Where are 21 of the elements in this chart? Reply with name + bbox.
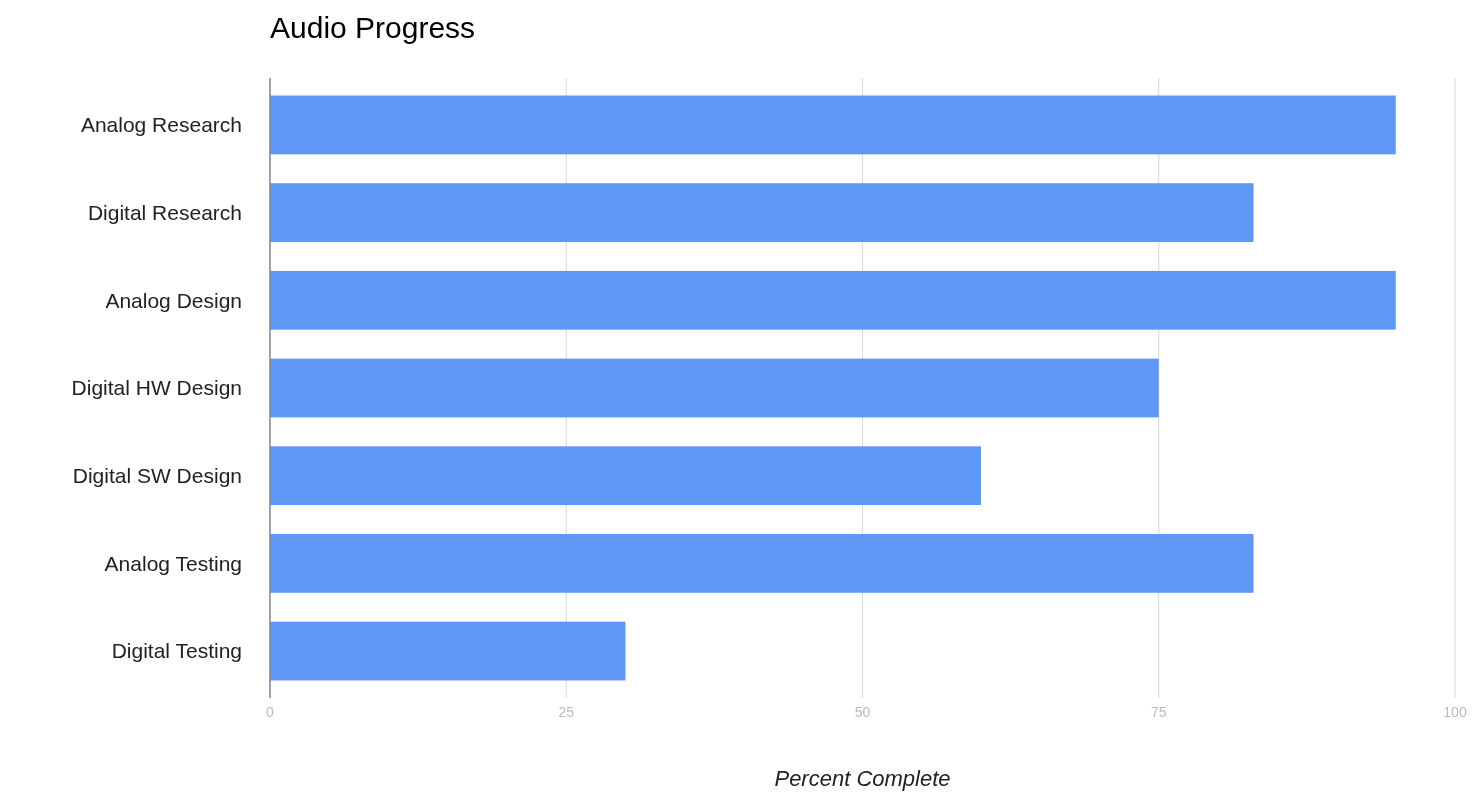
- y-tick-label: Analog Testing: [104, 551, 242, 575]
- x-tick-label: 75: [1150, 704, 1167, 720]
- x-tick-label: 0: [266, 704, 275, 720]
- bar: [270, 270, 1396, 330]
- bar: [270, 358, 1159, 418]
- y-tick-label: Analog Design: [105, 288, 242, 312]
- chart-title: Audio Progress: [270, 11, 476, 44]
- bar: [270, 621, 626, 681]
- y-tick-label: Analog Research: [80, 113, 242, 137]
- x-tick-label: 25: [558, 704, 575, 720]
- bar: [270, 534, 1254, 593]
- x-tick-label: 100: [1443, 704, 1467, 720]
- y-tick-label: Digital SW Design: [72, 464, 242, 488]
- x-tick-label: 50: [854, 704, 871, 720]
- y-tick-label: Digital Testing: [111, 639, 242, 663]
- bar: [270, 446, 981, 506]
- y-tick-label: Digital HW Design: [71, 376, 242, 400]
- y-tick-label: Digital Research: [87, 200, 242, 224]
- bar: [270, 183, 1254, 242]
- x-axis-title: Percent Complete: [774, 766, 951, 791]
- bar: [270, 95, 1396, 155]
